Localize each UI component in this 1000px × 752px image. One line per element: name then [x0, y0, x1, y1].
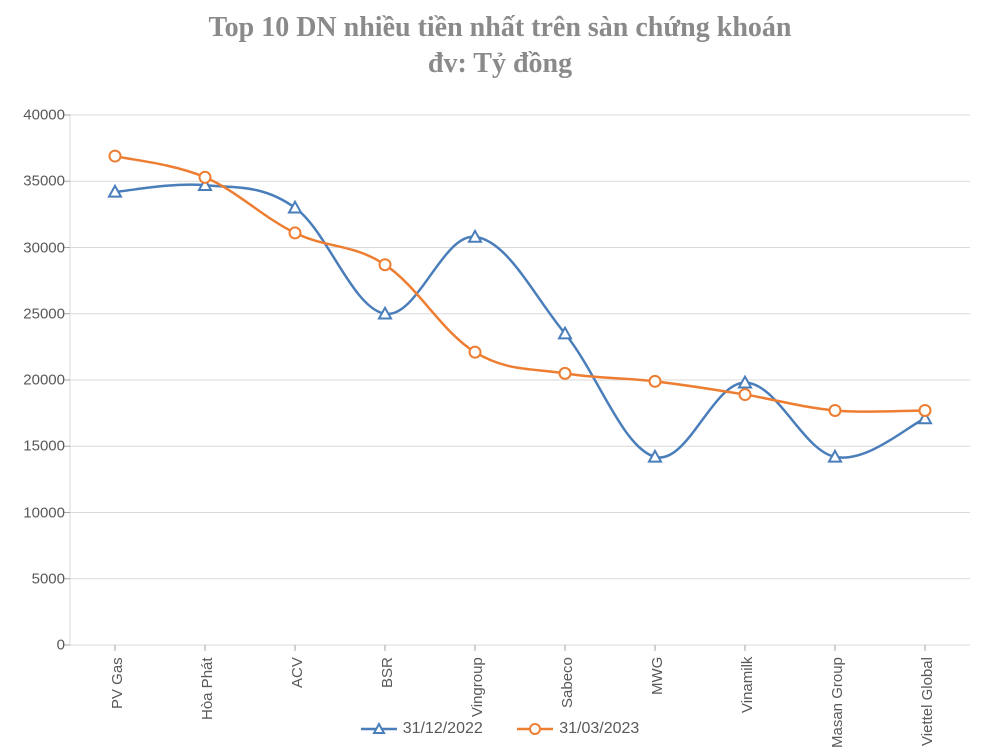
plot-area: [70, 105, 970, 645]
legend-label-1: 31/12/2022: [403, 720, 483, 738]
x-tick-label: ACV: [289, 657, 306, 688]
y-tick-label: 30000: [23, 239, 65, 256]
title-line1: Top 10 DN nhiều tiền nhất trên sàn chứng…: [209, 12, 792, 43]
chart-container: Top 10 DN nhiều tiền nhất trên sàn chứng…: [0, 0, 1000, 752]
x-tick-label: BSR: [379, 657, 396, 688]
y-tick-label: 25000: [23, 305, 65, 322]
x-tick-label: PV Gas: [109, 657, 126, 709]
y-tick-label: 40000: [23, 107, 65, 124]
y-tick-label: 10000: [23, 504, 65, 521]
y-tick-label: 5000: [32, 570, 65, 587]
legend-item-1: 31/12/2022: [361, 719, 483, 739]
legend: 31/12/2022 31/03/2023: [0, 719, 1000, 744]
x-tick-label: Sabeco: [559, 657, 576, 708]
x-tick-label: Hòa Phát: [199, 657, 216, 720]
legend-label-2: 31/03/2023: [559, 720, 639, 738]
x-tick-label: Vingroup: [469, 657, 486, 717]
y-tick-label: 35000: [23, 173, 65, 190]
legend-marker-2: [517, 719, 553, 739]
x-tick-label: MWG: [649, 657, 666, 695]
title-line2: đv: Tỷ đồng: [428, 48, 572, 79]
legend-marker-1: [361, 719, 397, 739]
legend-item-2: 31/03/2023: [517, 719, 639, 739]
chart-title: Top 10 DN nhiều tiền nhất trên sàn chứng…: [0, 0, 1000, 83]
chart-svg: [70, 105, 970, 645]
y-tick-label: 20000: [23, 372, 65, 389]
y-tick-label: 0: [57, 637, 65, 654]
x-tick-label: Vinamilk: [739, 657, 756, 713]
y-tick-label: 15000: [23, 438, 65, 455]
